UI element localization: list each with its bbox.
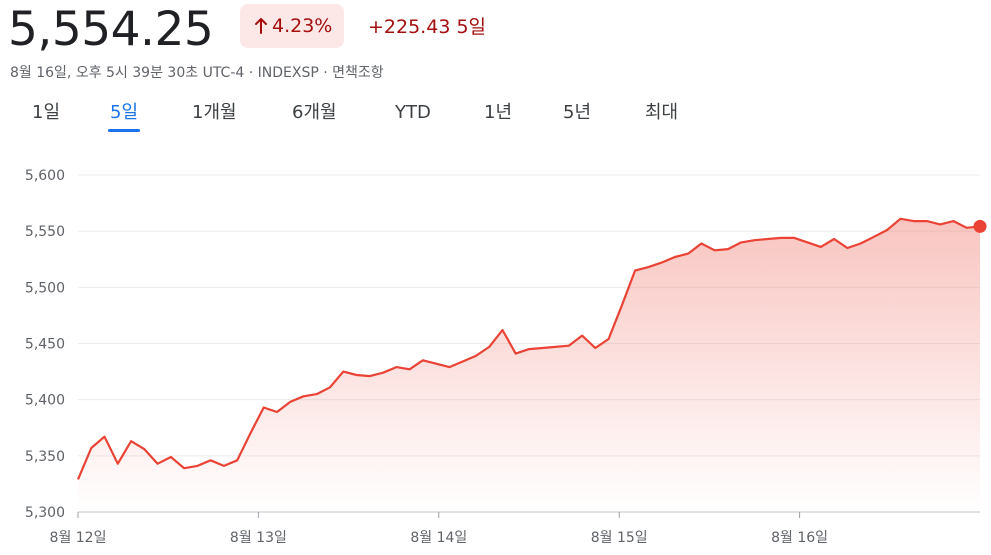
- x-tick-label: 8월 12일: [50, 530, 107, 546]
- y-axis: 5,600 5,550 5,500 5,450 5,400 5,350 5,300: [25, 168, 65, 521]
- tab-5y[interactable]: 5년: [563, 102, 592, 123]
- tab-1d[interactable]: 1일: [32, 102, 61, 123]
- arrow-up-icon: [254, 17, 268, 35]
- absolute-change: +225.43 5일: [368, 16, 487, 38]
- x-tick-label: 8월 14일: [410, 530, 467, 546]
- x-axis: 8월 12일 8월 13일 8월 14일 8월 15일 8월 16일: [50, 512, 828, 546]
- y-tick-label: 5,400: [25, 393, 65, 409]
- x-tick-label: 8월 13일: [230, 530, 287, 546]
- quote-info-line: 8월 16일, 오후 5시 39분 30초 UTC-4 · INDEXSP · …: [10, 65, 384, 81]
- percent-change-value: 4.23%: [272, 15, 333, 37]
- y-tick-label: 5,600: [25, 168, 65, 184]
- tab-1y[interactable]: 1년: [484, 102, 513, 123]
- range-tabs: 1일 5일 1개월 6개월 YTD 1년 5년 최대: [0, 98, 991, 138]
- tab-ytd[interactable]: YTD: [395, 102, 431, 123]
- y-tick-label: 5,550: [25, 224, 65, 240]
- tab-1m[interactable]: 1개월: [192, 102, 237, 123]
- tab-5d[interactable]: 5일: [107, 98, 141, 132]
- y-tick-label: 5,450: [25, 337, 65, 353]
- current-price: 5,554.25: [8, 2, 214, 57]
- price-line: [76, 217, 981, 480]
- y-tick-label: 5,500: [25, 280, 65, 296]
- price-chart[interactable]: 5,600 5,550 5,500 5,450 5,400 5,350 5,300 8월 1…: [0, 150, 991, 555]
- y-tick-label: 5,350: [25, 449, 65, 465]
- x-tick-label: 8월 16일: [771, 530, 828, 546]
- last-price-dot: [973, 219, 987, 233]
- price-area-fill: [78, 218, 980, 513]
- y-tick-label: 5,300: [25, 505, 65, 521]
- tab-6m[interactable]: 6개월: [292, 102, 337, 123]
- tab-max[interactable]: 최대: [645, 102, 679, 123]
- percent-change-badge: 4.23%: [240, 4, 345, 48]
- x-tick-label: 8월 15일: [591, 530, 648, 546]
